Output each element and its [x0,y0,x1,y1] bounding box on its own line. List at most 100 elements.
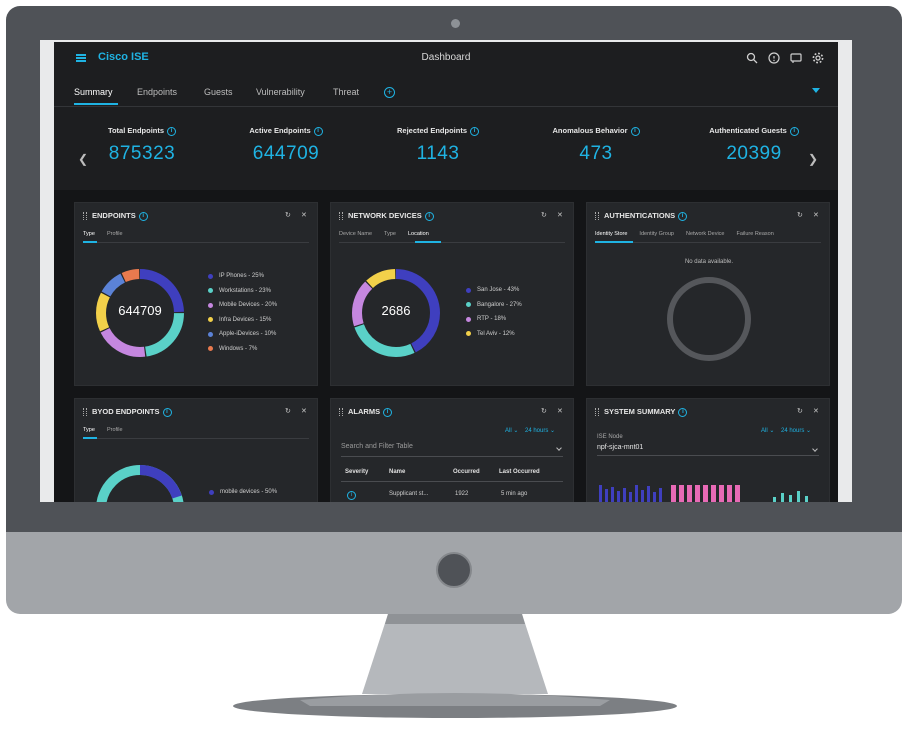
panel-title: ENDPOINTS [92,211,136,220]
refresh-icon[interactable]: ↻ [541,408,547,415]
info-icon[interactable]: i [313,126,323,136]
refresh-icon[interactable]: ↻ [285,408,291,415]
legend-item: Infra Devices - 15% [208,313,277,328]
power-button[interactable] [436,552,472,588]
time-range-filter[interactable]: 24 hours ⌄ [781,428,812,434]
time-range-filter[interactable]: 24 hours ⌄ [525,428,556,434]
info-icon[interactable]: i [789,126,799,136]
info-icon[interactable]: i [167,126,177,136]
subtab-location[interactable]: Location [407,231,429,237]
subtabs: Type Profile [83,231,123,237]
info-icon[interactable]: i [678,211,688,221]
subtabs: Type Profile [83,427,123,433]
kpi-total-endpoints[interactable]: Total Endpoints i 875323 [72,126,212,165]
kpi-authenticated-guests[interactable]: Authenticated Guests i 20399 [684,126,824,165]
close-icon[interactable]: ✕ [301,408,307,415]
chevron-down-icon[interactable] [812,88,820,93]
alarms-panel: ALARMS i ↻ ✕ All ⌄ 24 hours ⌄ Search and … [330,398,574,502]
chevron-down-icon[interactable] [812,446,818,452]
tab-vulnerability[interactable]: Vulnerability [256,87,305,97]
subtab-type[interactable]: Type [83,231,95,237]
drag-handle-icon[interactable] [83,408,87,417]
drag-handle-icon[interactable] [595,212,599,221]
drag-handle-icon[interactable] [339,212,343,221]
refresh-icon[interactable]: ↻ [797,212,803,219]
drag-handle-icon[interactable] [339,408,343,417]
monitor: Cisco ISE Dashboard Summary Endpoints Gu… [6,6,902,614]
close-icon[interactable]: ✕ [557,212,563,219]
column-header-last-occurred[interactable]: Last Occurred [499,469,540,475]
info-icon[interactable]: i [162,407,172,417]
column-header-name[interactable]: Name [389,469,406,475]
monitor-chin [6,532,902,614]
subtab-profile[interactable]: Profile [106,231,123,237]
subtab-type[interactable]: Type [384,231,396,237]
alarm-name[interactable]: Supplicant st... [389,491,429,497]
panel-title: AUTHENTICATIONS [604,211,676,220]
ise-dashboard-app: Cisco ISE Dashboard Summary Endpoints Gu… [54,42,838,502]
info-icon[interactable]: i [138,211,148,221]
subtab-network-device[interactable]: Network Device [685,231,725,237]
chevron-right-icon[interactable]: ❯ [808,152,819,166]
subtab-identity-group[interactable]: Identity Group [639,231,674,237]
subtab-failure-reason[interactable]: Failure Reason [736,231,774,237]
usage-bar [711,485,716,502]
tab-threat[interactable]: Threat [333,87,360,97]
subtab-device-name[interactable]: Device Name [339,231,373,237]
refresh-icon[interactable]: ↻ [797,408,803,415]
info-icon[interactable]: i [383,407,393,417]
node-filter[interactable]: All ⌄ [761,428,775,434]
info-icon[interactable]: i [630,126,640,136]
close-icon[interactable]: ✕ [813,212,819,219]
panel-title: BYOD ENDPOINTS [92,407,160,416]
tab-endpoints[interactable]: Endpoints [137,87,178,97]
stand-base [233,694,677,718]
info-icon[interactable]: i [424,211,434,221]
stand-neck-shadow [385,614,525,624]
node-value: npf-sjca-mnt01 [597,444,644,451]
drag-handle-icon[interactable] [83,212,87,221]
top-icons [746,52,824,64]
close-icon[interactable]: ✕ [301,212,307,219]
notifications-icon[interactable] [790,52,802,64]
subtabs-divider [339,242,565,243]
close-icon[interactable]: ✕ [557,408,563,415]
donut-segment [96,269,184,357]
search-icon[interactable] [746,52,758,64]
menu-icon[interactable] [76,54,86,62]
info-icon[interactable]: i [678,407,688,417]
add-tab-icon[interactable]: + [384,87,395,98]
chevron-left-icon[interactable]: ❮ [78,152,89,166]
endpoints-donut-chart [96,269,184,357]
tab-summary[interactable]: Summary [74,87,113,97]
panel-title: NETWORK DEVICES [348,211,422,220]
subtab-type[interactable]: Type [83,427,95,433]
close-icon[interactable]: ✕ [813,408,819,415]
legend-item: Bangalore - 27% [466,298,522,313]
kpi-active-endpoints[interactable]: Active Endpoints i 644709 [216,126,356,165]
usage-bar [797,491,800,502]
settings-icon[interactable] [812,52,824,64]
kpi-rejected-endpoints[interactable]: Rejected Endpoints i 1143 [368,126,508,165]
refresh-icon[interactable]: ↻ [541,212,547,219]
subtab-identity-store[interactable]: Identity Store [595,231,628,237]
subtab-profile[interactable]: Profile [106,427,123,433]
brand-name[interactable]: Cisco ISE [98,51,149,63]
kpi-anomalous-behavior[interactable]: Anomalous Behavior i 473 [526,126,666,165]
severity-filter[interactable]: All ⌄ [505,428,519,434]
no-data-message: No data available. [684,259,734,265]
chevron-down-icon[interactable] [556,445,562,451]
active-tab-indicator [74,103,118,105]
tab-guests[interactable]: Guests [204,87,233,97]
node-select[interactable]: npf-sjca-mnt01 [597,444,819,456]
usage-bar [687,485,692,502]
drag-handle-icon[interactable] [595,408,599,417]
search-input[interactable]: Search and Filter Table [341,443,563,457]
kpi-label: Active Endpoints [249,126,311,135]
node-label: ISE Node [597,434,623,440]
column-header-severity[interactable]: Severity [345,469,369,475]
column-header-occurred[interactable]: Occurred [453,469,480,475]
info-icon[interactable]: i [470,126,479,136]
help-icon[interactable] [768,52,780,64]
refresh-icon[interactable]: ↻ [285,212,291,219]
